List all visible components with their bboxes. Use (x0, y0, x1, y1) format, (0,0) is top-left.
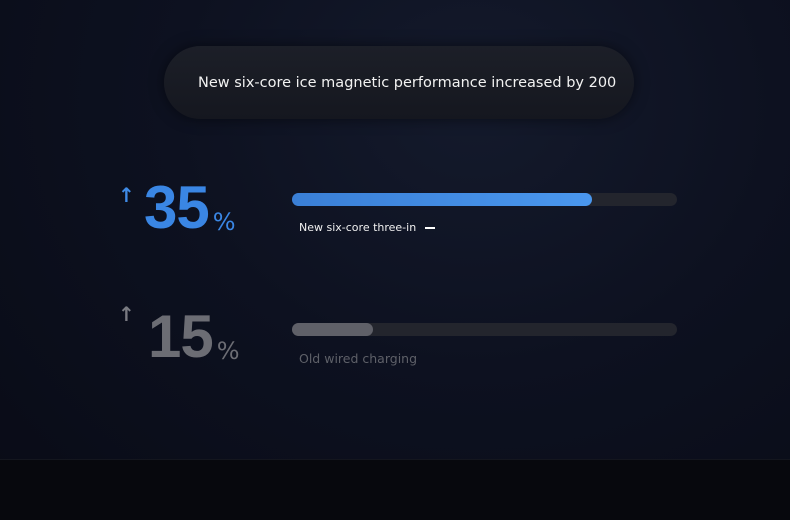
stat-unit: % (216, 337, 240, 365)
stat-value: 15 (148, 303, 214, 370)
headline-text: New six-core ice magnetic performance in… (198, 74, 617, 91)
up-arrow-icon: ↑ (118, 183, 135, 207)
label-text: Old wired charging (299, 351, 418, 366)
bottom-band (0, 459, 790, 520)
label-old: Old wired charging (299, 351, 417, 366)
dash-icon (424, 227, 435, 229)
progress-bar-new (292, 193, 677, 206)
progress-fill (292, 193, 593, 206)
stat-unit: % (212, 208, 236, 236)
progress-fill (292, 323, 373, 336)
up-arrow-icon: ↑ (118, 302, 135, 326)
label-text: New six-core three-in (299, 221, 417, 234)
progress-bar-old (292, 323, 677, 336)
stat-value: 35 (144, 174, 210, 241)
headline-banner: New six-core ice magnetic performance in… (164, 46, 634, 119)
label-new: New six-core three-in (299, 221, 435, 234)
stat-old: 15 % (148, 307, 240, 367)
stat-new: 35 % (144, 178, 236, 238)
